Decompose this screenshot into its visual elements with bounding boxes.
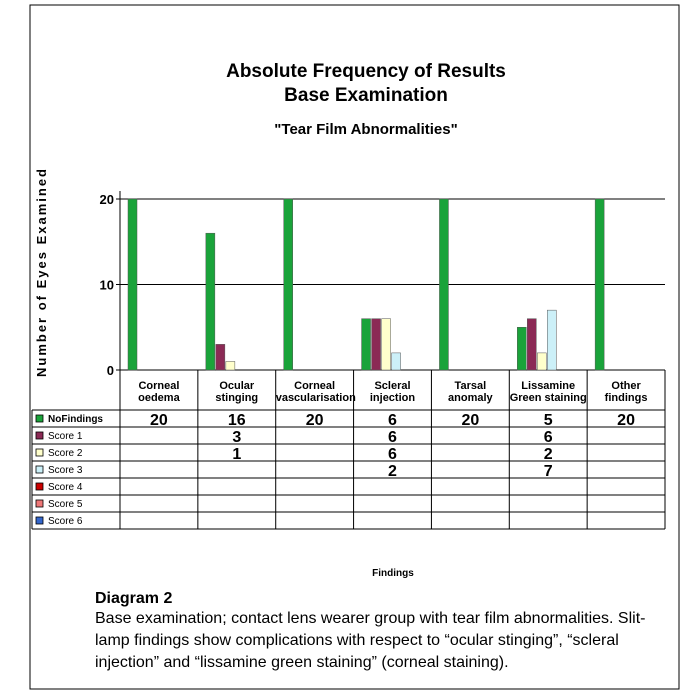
legend-label: Score 1	[48, 431, 83, 442]
bar	[594, 198, 605, 371]
legend-swatch	[35, 448, 44, 457]
x-axis-title: Findings	[372, 568, 414, 579]
x-tick-label: Tarsal anomaly	[448, 380, 493, 404]
table-value: 3	[232, 429, 241, 446]
x-tick-label: Corneal oedema	[138, 380, 180, 404]
table-value: 20	[617, 412, 635, 429]
table-value: 6	[388, 446, 397, 463]
bar	[439, 198, 449, 371]
bar	[527, 318, 537, 371]
chart-title: Base Examination	[284, 85, 448, 106]
x-tick-label: Lissamine Green staining	[509, 380, 587, 404]
legend-label: Score 4	[48, 482, 83, 493]
bar	[371, 318, 381, 371]
bar	[283, 198, 293, 371]
legend-swatch	[35, 499, 44, 508]
x-tick-label: Scleral injection	[369, 380, 416, 404]
bar	[361, 318, 371, 371]
y-tick-label: 10	[100, 278, 114, 293]
bar	[215, 344, 226, 371]
x-tick-label: Corneal vascularisation	[275, 380, 356, 404]
bar	[537, 352, 547, 371]
table-value: 20	[461, 412, 479, 429]
table-value: 5	[544, 412, 553, 429]
table-value: 2	[388, 463, 397, 480]
bar	[391, 352, 401, 371]
legend-label: NoFindings	[48, 414, 103, 425]
table-value: 6	[544, 429, 553, 446]
legend-swatch	[35, 431, 44, 440]
table-value: 16	[228, 412, 246, 429]
chart-subtitle: "Tear Film Abnormalities"	[274, 121, 457, 138]
legend-swatch	[35, 414, 44, 423]
table-value: 20	[306, 412, 324, 429]
y-tick-label: 20	[100, 192, 114, 207]
legend-label: Score 6	[48, 516, 83, 527]
bar	[127, 198, 138, 371]
bar	[225, 361, 236, 371]
legend-swatch	[35, 482, 44, 491]
bar	[547, 309, 557, 371]
table-value: 6	[388, 412, 397, 429]
legend-swatch	[35, 465, 44, 474]
legend-label: Score 3	[48, 465, 83, 476]
table-value: 6	[388, 429, 397, 446]
legend-label: Score 2	[48, 448, 83, 459]
table-value: 2	[544, 446, 553, 463]
caption-text: Base examination; contact lens wearer gr…	[95, 610, 646, 671]
x-tick-label: Ocular stinging	[215, 380, 259, 404]
y-axis-title: Number of Eyes Examined	[34, 167, 49, 377]
table-value: 7	[544, 463, 553, 480]
legend-swatch	[35, 516, 44, 525]
bar	[381, 318, 391, 371]
table-value: 1	[232, 446, 241, 463]
legend-label: Score 5	[48, 499, 83, 510]
y-tick-label: 0	[107, 363, 114, 378]
caption-heading: Diagram 2	[95, 590, 173, 607]
bar	[205, 232, 216, 371]
frame	[29, 4, 680, 690]
table-value: 20	[150, 412, 168, 429]
chart-title: Absolute Frequency of Results	[226, 61, 506, 82]
bar	[517, 327, 527, 371]
x-tick-label: Other findings	[604, 380, 648, 404]
